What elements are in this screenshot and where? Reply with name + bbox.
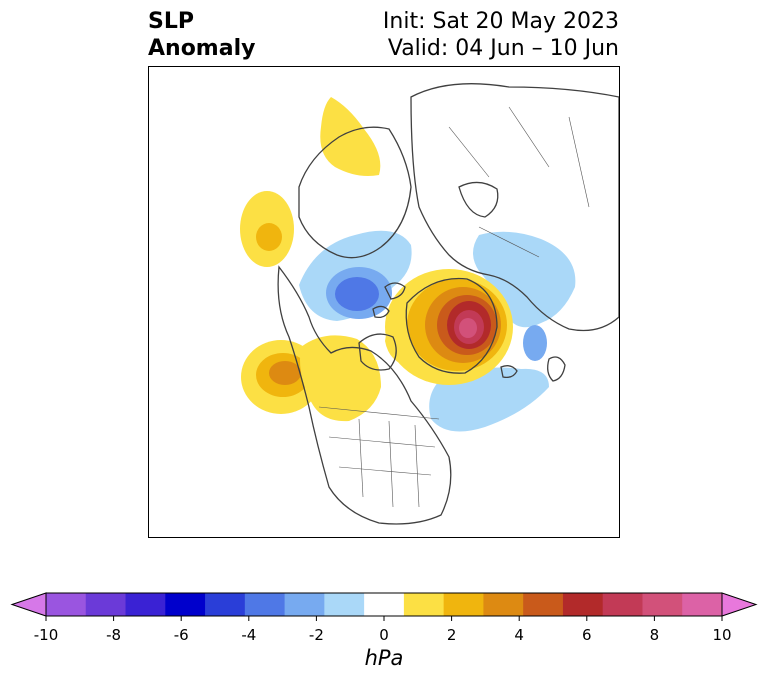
valid-range: Valid: 04 Jun – 10 Jun <box>387 36 619 61</box>
coastlines <box>277 83 619 525</box>
anomaly-map <box>148 66 620 538</box>
colorbar-tick-label: 4 <box>514 626 524 644</box>
title-anomaly: Anomaly <box>148 36 256 61</box>
colorbar-ticks <box>45 616 723 621</box>
colorbar-cell <box>284 593 325 616</box>
colorbar-extend-max <box>721 592 758 617</box>
colorbar-cell <box>85 593 127 616</box>
colorbar-cell <box>324 593 365 616</box>
alaska-high <box>240 191 294 267</box>
colorbar-tick-label: 6 <box>582 626 592 644</box>
colorbar-tick-label: -10 <box>33 626 59 644</box>
scandinavia-low <box>473 231 576 361</box>
colorbar-tick-label: 10 <box>712 626 732 644</box>
colorbar-cell <box>244 593 286 616</box>
greenland-high <box>385 269 513 385</box>
colorbar-cell <box>46 593 87 616</box>
colorbar-cells <box>10 592 758 617</box>
anomaly-map-canvas <box>240 83 619 525</box>
title-variable: SLP <box>148 9 194 34</box>
colorbar-cell <box>523 593 564 616</box>
map-title: SLP Anomaly <box>148 8 255 62</box>
colorbar <box>10 592 758 621</box>
colorbar-cell <box>443 593 484 616</box>
east-siberia-high <box>320 97 381 176</box>
colorbar-extend-min <box>10 592 47 617</box>
borders <box>318 106 590 508</box>
colorbar-cell <box>403 593 445 616</box>
colorbar-tick-label: 2 <box>446 626 457 644</box>
colorbar-cell <box>483 593 524 616</box>
colorbar-cell <box>165 593 206 616</box>
colorbar-cell <box>682 593 723 616</box>
colorbar-cell <box>205 593 246 616</box>
colorbar-tick-label: 8 <box>649 626 660 644</box>
init-date: Init: Sat 20 May 2023 <box>382 9 619 34</box>
colorbar-tick-label: -4 <box>241 626 257 644</box>
colorbar-cell <box>562 593 604 616</box>
colorbar-tick-label: -6 <box>173 626 189 644</box>
colorbar-cell <box>602 593 643 616</box>
colorbar-cell <box>642 593 683 616</box>
colorbar-tick-label: 0 <box>379 626 389 644</box>
colorbar-tick-label: -8 <box>106 626 122 644</box>
colorbar-cell <box>364 593 405 616</box>
colorbar-tick-label: -2 <box>308 626 324 644</box>
forecast-dates: Init: Sat 20 May 2023 Valid: 04 Jun – 10… <box>383 8 619 62</box>
arctic-low <box>299 230 412 321</box>
colorbar-unit: hPa <box>364 646 404 670</box>
colorbar-cell <box>125 593 166 616</box>
